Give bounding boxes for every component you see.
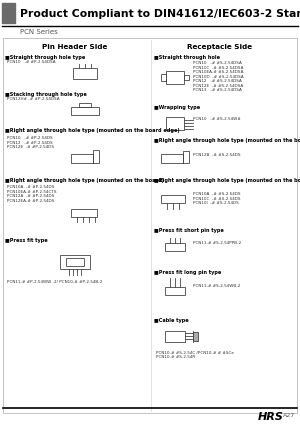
Text: PCN12   -# #S-2.54DSA: PCN12 -# #S-2.54DSA <box>193 79 242 83</box>
Bar <box>193 332 198 341</box>
Bar <box>166 117 184 130</box>
Text: PCN12H# -# #P-2.54DSA: PCN12H# -# #P-2.54DSA <box>7 97 60 101</box>
Bar <box>161 195 185 203</box>
Bar <box>2 3 15 23</box>
Text: PCN12EA-# #P-2.54DS: PCN12EA-# #P-2.54DS <box>7 198 54 202</box>
Text: PCN12E  -# #S-2.54DSA: PCN12E -# #S-2.54DSA <box>193 83 243 88</box>
Text: ■Stacking through hole type: ■Stacking through hole type <box>5 92 87 97</box>
Text: ■Right angle through hole type (mounted on the board): ■Right angle through hole type (mounted … <box>154 178 300 183</box>
Bar <box>166 71 184 84</box>
Text: ■Right angle through hole type (mounted on the board edge): ■Right angle through hole type (mounted … <box>5 128 180 133</box>
Text: Product Compliant to DIN41612/IEC603-2 Standard: Product Compliant to DIN41612/IEC603-2 S… <box>20 9 300 19</box>
Bar <box>71 209 97 217</box>
Text: PCN10EA-# #S-2.54DSA: PCN10EA-# #S-2.54DSA <box>193 70 244 74</box>
Text: PCN10I  -# #S-2.54DS: PCN10I -# #S-2.54DS <box>193 201 239 205</box>
Text: PCN10C  -# #S-2.54DS: PCN10C -# #S-2.54DS <box>193 196 241 201</box>
Text: HRS: HRS <box>258 412 284 422</box>
Text: ■Cable type: ■Cable type <box>154 318 189 323</box>
Text: PCN12A  -# #P-2.54DS: PCN12A -# #P-2.54DS <box>7 194 54 198</box>
Text: PCN11-# #S-2.54PPB-2: PCN11-# #S-2.54PPB-2 <box>193 241 241 245</box>
Text: PCN10   -# #S-2.54W#: PCN10 -# #S-2.54W# <box>193 117 241 121</box>
Bar <box>161 154 183 163</box>
Text: PCN10   -# #P-2.54DS: PCN10 -# #P-2.54DS <box>7 136 52 140</box>
Text: Pin Header Side: Pin Header Side <box>42 44 108 50</box>
Text: ■Press fit short pin type: ■Press fit short pin type <box>154 228 224 233</box>
Text: PCN10A  -# #P-2.54DS: PCN10A -# #P-2.54DS <box>7 185 54 189</box>
Text: PCN10   -# #P-2.54DSA: PCN10 -# #P-2.54DSA <box>7 60 56 64</box>
Text: PCN12E  -# #P-2.54DS: PCN12E -# #P-2.54DS <box>7 145 54 149</box>
Text: PCN10-# #S-2.54C /PCN10-# # #SCe: PCN10-# #S-2.54C /PCN10-# # #SCe <box>156 351 234 355</box>
Text: PCN12   -# #P-2.54DS: PCN12 -# #P-2.54DS <box>7 141 52 145</box>
Bar <box>161 74 166 81</box>
Bar <box>165 243 185 251</box>
Bar <box>165 287 185 295</box>
Bar <box>73 68 97 79</box>
Bar <box>60 255 90 269</box>
Text: PCN13   -# #S-2.54DSA: PCN13 -# #S-2.54DSA <box>193 88 242 92</box>
Text: ■Right angle through hole type (mounted on the board): ■Right angle through hole type (mounted … <box>5 178 164 183</box>
Text: ■Right angle through hole type (mounted on the board edge): ■Right angle through hole type (mounted … <box>154 138 300 143</box>
Text: PCN10A  -# #S-2.54DS: PCN10A -# #S-2.54DS <box>193 192 241 196</box>
Text: A27: A27 <box>283 413 295 418</box>
Bar <box>3 38 297 413</box>
Text: Receptacle Side: Receptacle Side <box>188 44 253 50</box>
Text: PCN10   -# #S-2.54DSA: PCN10 -# #S-2.54DSA <box>193 61 242 65</box>
Bar <box>79 103 91 107</box>
Bar <box>71 154 93 163</box>
Bar <box>165 331 185 342</box>
Bar <box>93 150 99 163</box>
Bar <box>71 107 99 115</box>
Text: ■Press fit type: ■Press fit type <box>5 238 48 243</box>
Bar <box>184 75 189 80</box>
Text: PCN10-# #S-2.54R: PCN10-# #S-2.54R <box>156 355 195 360</box>
Bar <box>183 151 189 163</box>
Text: PCN12B  -# #S-2.54DS: PCN12B -# #S-2.54DS <box>193 153 241 157</box>
Text: PCN10D  -# #S-2.54DSA: PCN10D -# #S-2.54DSA <box>193 74 244 79</box>
Text: PCN11-# #P-2.54WW -2/ PCN10-# #P-2.54B-2: PCN11-# #P-2.54WW -2/ PCN10-# #P-2.54B-2 <box>7 280 102 284</box>
Text: ■Straight through hole type: ■Straight through hole type <box>5 55 85 60</box>
Text: PCN10C  -# #S-2.54DSA: PCN10C -# #S-2.54DSA <box>193 65 244 70</box>
Text: PCN11-# #S-2.54WB-2: PCN11-# #S-2.54WB-2 <box>193 284 240 288</box>
Text: ■Press fit long pin type: ■Press fit long pin type <box>154 270 221 275</box>
Text: ■Straight through hole: ■Straight through hole <box>154 55 220 60</box>
Text: PCN10EA-# #P-2.54CTS: PCN10EA-# #P-2.54CTS <box>7 190 56 193</box>
Text: PCN Series: PCN Series <box>20 29 58 35</box>
Bar <box>66 258 84 266</box>
Text: ■Wrapping type: ■Wrapping type <box>154 105 200 110</box>
